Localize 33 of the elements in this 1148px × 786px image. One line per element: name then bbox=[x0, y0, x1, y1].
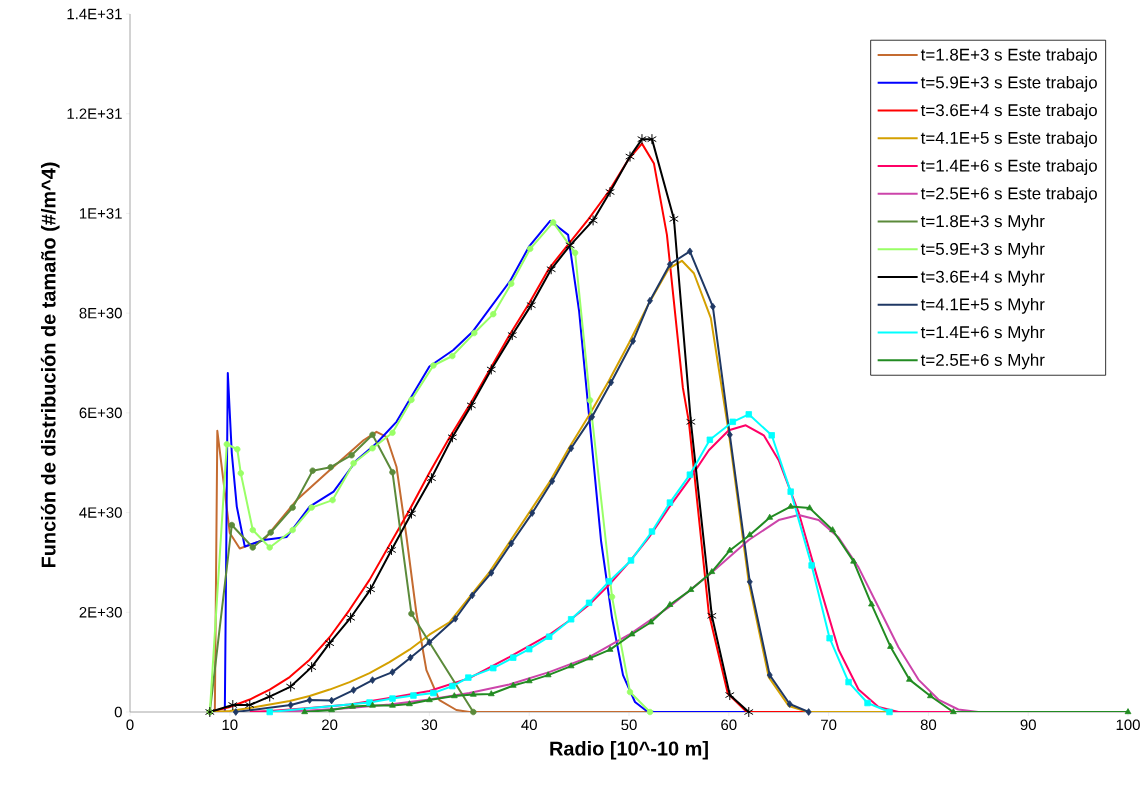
y-tick-label: 1E+31 bbox=[79, 208, 122, 219]
legend-label: t=5.9E+3 s Este trabajo bbox=[920, 75, 1097, 92]
y-tick-label: 2E+30 bbox=[79, 606, 122, 618]
x-tick-label: 90 bbox=[1020, 719, 1036, 731]
x-tick-label: 10 bbox=[222, 719, 238, 731]
legend-label: t=1.8E+3 s Myhr bbox=[920, 214, 1045, 231]
y-tick-label: 8E+30 bbox=[79, 307, 122, 319]
legend-label: t=1.8E+3 s Este trabajo bbox=[920, 48, 1097, 64]
y-tick-label: 4E+30 bbox=[79, 507, 122, 518]
x-tick-label: 100 bbox=[1116, 719, 1140, 731]
y-tick-label: 6E+30 bbox=[79, 407, 122, 419]
y-tick-label: 0 bbox=[114, 706, 122, 718]
legend-label: t=2.5E+6 s Este trabajo bbox=[920, 186, 1097, 203]
x-tick-label: 0 bbox=[126, 719, 134, 731]
legend-label: t=2.5E+6 s Myhr bbox=[920, 353, 1045, 370]
legend-label: t=3.6E+4 s Myhr bbox=[920, 270, 1045, 287]
legend-label: t=1.4E+6 s Myhr bbox=[920, 325, 1045, 342]
x-tick-label: 70 bbox=[821, 719, 837, 731]
legend-label: t=1.4E+6 s Este trabajo bbox=[920, 159, 1097, 176]
y-tick-label: 1.2E+31 bbox=[67, 108, 122, 119]
legend-label: t=5.9E+3 s Myhr bbox=[920, 242, 1045, 259]
x-tick-label: 60 bbox=[721, 719, 737, 731]
y-tick-label: 1.4E+31 bbox=[67, 8, 122, 20]
x-tick-label: 40 bbox=[521, 719, 537, 731]
x-tick-label: 80 bbox=[920, 719, 937, 731]
x-tick-label: 20 bbox=[322, 719, 338, 731]
x-tick-label: 30 bbox=[421, 719, 438, 731]
legend-label: t=4.1E+5 s Este trabajo bbox=[920, 131, 1097, 148]
legend-label: t=3.6E+4 s Este trabajo bbox=[920, 103, 1097, 120]
y-axis-title: Función de distribución de tamaño (#/m^4) bbox=[40, 162, 60, 568]
x-axis-title: Radio [10^-10 m] bbox=[550, 740, 708, 760]
legend-label: t=4.1E+5 s Myhr bbox=[920, 297, 1045, 314]
x-tick-label: 50 bbox=[621, 719, 637, 731]
